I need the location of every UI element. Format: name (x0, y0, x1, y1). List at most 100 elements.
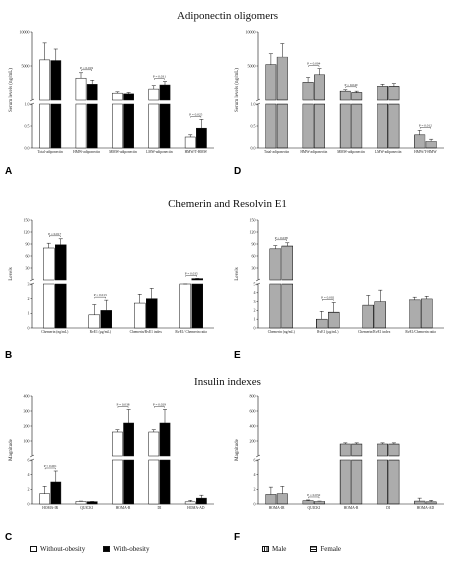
bar-A-1-1-upper (86, 84, 98, 101)
legend-obesity: Without-obesity With-obesity (30, 545, 150, 553)
bar-D-4-1-lower (425, 141, 437, 149)
bar-E-1-0-lower (316, 318, 328, 329)
bar-A-2-0-upper (112, 92, 123, 101)
category-label: RvE1/ Chemerin ratio (175, 330, 207, 334)
y-tick-label: 400 (250, 423, 256, 428)
panel-letter: D (234, 166, 241, 177)
y-tick-label: 6 (28, 457, 30, 462)
y-tick-label: 1 (28, 311, 30, 316)
legend-label-without-obesity: Without-obesity (40, 545, 86, 553)
bar-A-0-1-upper (50, 60, 62, 101)
bar-F-0-0-lower (265, 494, 277, 505)
category-label: HOMA-IR (269, 506, 285, 510)
significance-label: P = 0.012 (419, 123, 432, 127)
bar-D-0-1-upper (276, 56, 288, 101)
significance-label: P = 0.017 (48, 232, 61, 236)
bar-C-0-0-lower (39, 493, 50, 505)
category-label: QUICKI (308, 506, 321, 510)
bar-A-1-1-lower (86, 103, 98, 149)
y-tick-label: 4 (254, 290, 256, 295)
y-tick-label: 1 (254, 317, 256, 322)
bar-E-1-1-lower (328, 311, 340, 329)
adiponectin-section-title: Adiponectin oligomers (176, 10, 279, 22)
y-axis-label: Serum levels (ng/mL) (235, 68, 240, 112)
bar-F-2-1-lower (351, 459, 363, 505)
y-tick-label: 3 (28, 281, 30, 286)
bar-F-2-0-upper (339, 443, 351, 457)
bar-C-4-1-lower (196, 497, 207, 505)
significance-label: P = 0.029 (153, 403, 166, 407)
y-tick-label: 1.0 (251, 101, 256, 106)
bar-E-0-1-lower (281, 283, 293, 329)
y-tick-label: 90 (26, 241, 30, 246)
axis-break (255, 98, 261, 102)
category-label: HOMA-AD (417, 506, 435, 510)
bar-D-2-1-lower (351, 103, 363, 149)
category-label: RvE1 (µg/mL) (90, 330, 112, 334)
y-tick-label: 1.0 (25, 101, 30, 106)
bar-F-3-1-lower (388, 459, 400, 505)
bar-D-1-1-lower (314, 103, 325, 149)
y-tick-label: 0 (254, 501, 256, 506)
bar-B-0-1-upper (55, 244, 67, 281)
bar-C-3-1-upper (159, 422, 171, 457)
y-tick-label: 120 (250, 229, 256, 234)
y-tick-label: 300 (24, 408, 30, 413)
legend-label-female: Female (320, 545, 341, 553)
y-tick-label: 30 (26, 265, 30, 270)
y-tick-label: 60 (26, 253, 30, 258)
category-label: QUICKI (80, 506, 93, 510)
y-tick-label: 30 (252, 265, 256, 270)
y-tick-label: 100 (24, 438, 30, 443)
chart-panel-C: 100 200 300 400 0 2 4 6 Magnitude HOMA-IR QUICKI HO… (5, 393, 214, 543)
bar-A-0-1-lower (50, 103, 62, 149)
bar-E-0-0-lower (269, 283, 281, 329)
category-label: HOMA-AD (187, 506, 205, 510)
bar-F-3-0-lower (377, 459, 388, 505)
y-tick-label: 200 (24, 423, 30, 428)
bar-A-1-0-upper (75, 77, 87, 101)
y-tick-label: 2 (254, 308, 256, 313)
y-tick-label: 2 (28, 487, 30, 492)
category-label: LMW-adiponectin (375, 150, 402, 154)
bar-B-1-1-lower (100, 310, 112, 329)
bar-C-3-0-upper (148, 431, 160, 457)
bar-D-1-0-upper (302, 82, 314, 101)
category-label: Chemerin/RvE1 index (130, 330, 162, 334)
y-tick-label: 4 (254, 472, 256, 477)
category-label: HMW/T-HMW (414, 150, 437, 154)
bar-B-0-1-lower (55, 283, 67, 329)
axis-break (255, 278, 261, 282)
bar-C-2-0-upper (112, 431, 123, 457)
chart-panel-D: 5000 10000 0.0 0.5 1.0 Serum levels (ng/mL) To… (234, 29, 444, 177)
category-label: Chemerin (ng/mL) (268, 330, 296, 334)
y-tick-label: 120 (24, 229, 30, 234)
y-tick-label: 3 (254, 299, 256, 304)
significance-label: P = 0.040 (345, 83, 358, 87)
bar-D-1-0-lower (302, 103, 314, 149)
chart-panel-A: 5000 10000 0.0 0.5 1.0 Serum levels (ng/mL) To… (5, 29, 214, 177)
bar-A-3-1-upper (159, 84, 171, 101)
bar-A-3-0-lower (148, 103, 160, 149)
legend-swatch-without-obesity (30, 546, 37, 552)
significance-label: P = 0.019 (80, 66, 93, 70)
bar-A-3-0-upper (148, 88, 160, 101)
y-axis-label: Magnitude (235, 438, 240, 460)
category-label: HMW/T-HMW (185, 150, 208, 154)
y-tick-label: 90 (252, 241, 256, 246)
y-tick-label: 0.0 (25, 145, 30, 150)
bar-E-3-0-lower (409, 299, 421, 329)
bar-B-1-0-lower (88, 314, 100, 329)
bar-A-3-1-lower (159, 103, 171, 149)
category-label: HMW-adiponectin (300, 150, 327, 154)
bar-A-4-0-lower (184, 136, 196, 149)
y-tick-label: 10000 (246, 29, 256, 34)
significance-label: P = 0.031 (153, 75, 166, 79)
category-label: MMW-adiponectin (109, 150, 137, 154)
bar-E-2-1-lower (374, 301, 386, 329)
axis-break (29, 278, 35, 282)
insulin-section-title: Insulin indexes (194, 376, 261, 388)
panel-letter: C (5, 532, 12, 543)
y-tick-label: 0.0 (251, 145, 256, 150)
axis-break (255, 454, 261, 458)
